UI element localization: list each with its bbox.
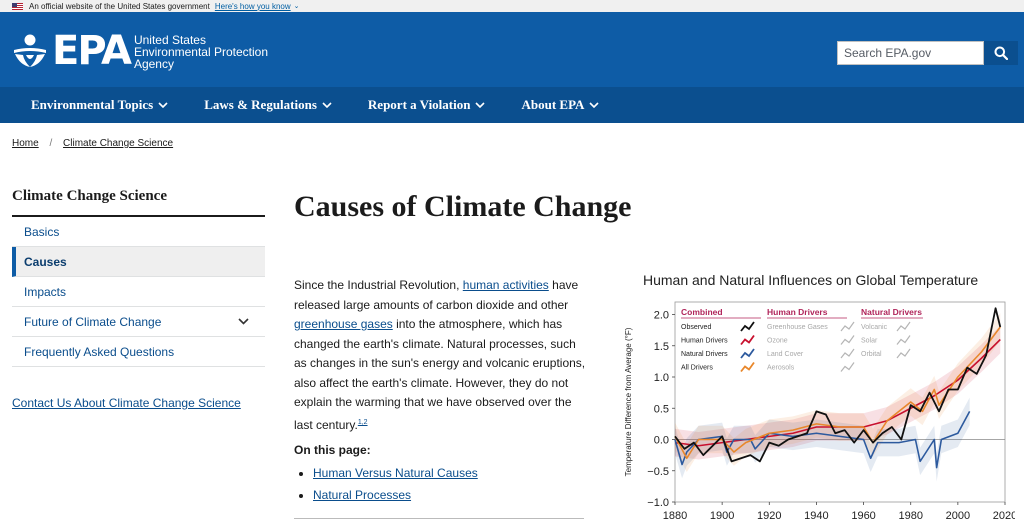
series-band-all-drivers <box>675 313 1001 472</box>
sidebar-title: Climate Change Science <box>12 188 265 217</box>
agency-name: United States Environmental Protection A… <box>133 33 269 71</box>
breadcrumb: Home / Climate Change Science <box>12 138 173 149</box>
site-search <box>837 41 1018 65</box>
main-nav: Environmental Topics Laws & Regulations … <box>0 87 1024 123</box>
x-tick-label: 2000 <box>946 510 970 522</box>
divider <box>294 518 584 519</box>
series-band-human-drivers <box>675 325 1001 460</box>
intro-paragraph: Since the Industrial Revolution, human a… <box>294 278 586 432</box>
legend-swatch <box>896 321 911 332</box>
series-line-observed <box>674 307 1002 463</box>
series-band-natural-drivers <box>675 397 970 482</box>
legend-swatch <box>840 348 855 359</box>
x-tick-label: 1960 <box>851 510 875 522</box>
legend-entry: Observed <box>681 324 711 331</box>
anchor-human-vs-natural[interactable]: Human Versus Natural Causes <box>313 466 478 480</box>
sidebar-item-faq[interactable]: Frequently Asked Questions <box>12 337 265 367</box>
series-line-natural-drivers <box>674 410 971 469</box>
sidebar-item-impacts[interactable]: Impacts <box>12 277 265 307</box>
chevron-down-icon <box>158 102 168 108</box>
sidebar-item-future[interactable]: Future of Climate Change <box>12 307 265 337</box>
legend-swatch <box>896 335 911 345</box>
legend-swatch <box>840 362 855 372</box>
plot-area <box>674 301 1006 503</box>
legend-entry: Human Drivers <box>681 338 728 345</box>
list-item: Human Versus Natural Causes <box>313 462 478 484</box>
legend-entry: Land Cover <box>767 351 804 358</box>
greenhouse-gases-link[interactable]: greenhouse gases <box>294 317 393 331</box>
on-this-page-heading: On this page: <box>294 443 371 457</box>
x-tick-label: 1920 <box>757 510 781 522</box>
y-tick-label: 2.0 <box>654 310 669 322</box>
search-icon <box>994 46 1008 60</box>
heres-how-you-know-link[interactable]: Here's how you know <box>214 1 291 11</box>
legend-entry: Orbital <box>861 351 882 358</box>
site-header: EPA United States Environmental Protecti… <box>0 12 1024 87</box>
sidebar-item-basics[interactable]: Basics <box>12 217 265 247</box>
x-tick-label: 2020 <box>993 510 1015 522</box>
us-flag-icon <box>12 2 23 10</box>
x-tick-label: 1940 <box>804 510 828 522</box>
legend-group-title: Natural Drivers <box>861 307 922 317</box>
legend-entry: Aerosols <box>767 365 795 372</box>
legend-swatch <box>740 334 755 346</box>
breadcrumb-separator: / <box>49 138 53 149</box>
list-item: Natural Processes <box>313 484 478 506</box>
legend-entry: Solar <box>861 338 878 345</box>
search-button[interactable] <box>984 41 1018 65</box>
chevron-down-icon[interactable] <box>238 318 249 325</box>
y-tick-label: −1.0 <box>647 497 669 509</box>
legend-entry: Volcanic <box>861 324 888 331</box>
footnote-link[interactable]: 1,2 <box>357 418 368 426</box>
y-tick-label: −0.5 <box>647 466 669 478</box>
sidebar-item-causes[interactable]: Causes <box>12 247 265 277</box>
legend-group-title: Human Drivers <box>767 307 828 317</box>
nav-laws-regulations[interactable]: Laws & Regulations <box>204 97 332 113</box>
sidebar: Climate Change Science Basics Causes Imp… <box>12 188 265 367</box>
legend-swatch <box>896 348 911 359</box>
legend-swatch <box>840 321 855 332</box>
chevron-down-icon <box>322 102 332 108</box>
legend-swatch <box>840 335 855 345</box>
legend-entry: All Drivers <box>681 365 713 372</box>
legend-swatch <box>740 321 755 332</box>
contact-link[interactable]: Contact Us About Climate Change Science <box>12 396 241 410</box>
chevron-down-icon <box>589 102 600 108</box>
legend-group-title: Combined <box>681 307 723 317</box>
legend-swatch <box>740 348 755 359</box>
epa-logo[interactable]: EPA United States Environmental Protecti… <box>12 31 268 71</box>
x-tick-label: 1980 <box>898 510 922 522</box>
gov-banner-text: An official website of the United States… <box>29 1 210 11</box>
legend-entry: Natural Drivers <box>681 351 728 358</box>
gov-banner: An official website of the United States… <box>0 0 1024 12</box>
legend-swatch <box>740 361 755 373</box>
page-title: Causes of Climate Change <box>294 190 632 223</box>
nav-report-violation[interactable]: Report a Violation <box>368 97 486 113</box>
x-tick-label: 1880 <box>663 510 687 522</box>
chart-title: Human and Natural Influences on Global T… <box>643 272 979 288</box>
on-this-page: On this page: Human Versus Natural Cause… <box>294 443 478 506</box>
chevron-down-icon <box>475 102 486 108</box>
y-tick-label: 0.5 <box>654 403 669 415</box>
nav-environmental-topics[interactable]: Environmental Topics <box>31 97 168 113</box>
y-axis-label: Temperature Difference from Average (°F) <box>624 327 633 476</box>
logo-wordmark: EPA <box>52 28 132 74</box>
human-activities-link[interactable]: human activities <box>462 278 549 292</box>
nav-about-epa[interactable]: About EPA <box>521 97 600 113</box>
y-tick-label: 1.5 <box>654 341 669 353</box>
x-tick-label: 1900 <box>710 510 734 522</box>
breadcrumb-current[interactable]: Climate Change Science <box>63 138 174 149</box>
legend-entry: Ozone <box>767 338 788 345</box>
y-tick-label: 1.0 <box>654 372 669 384</box>
y-tick-label: 0.0 <box>654 435 669 447</box>
search-input[interactable] <box>837 41 984 65</box>
anchor-natural-processes[interactable]: Natural Processes <box>313 488 412 502</box>
epa-flower-icon <box>14 34 46 67</box>
legend-entry: Greenhouse Gases <box>767 324 828 331</box>
breadcrumb-home[interactable]: Home <box>12 138 39 149</box>
chevron-down-icon[interactable]: ⌄ <box>293 3 300 10</box>
